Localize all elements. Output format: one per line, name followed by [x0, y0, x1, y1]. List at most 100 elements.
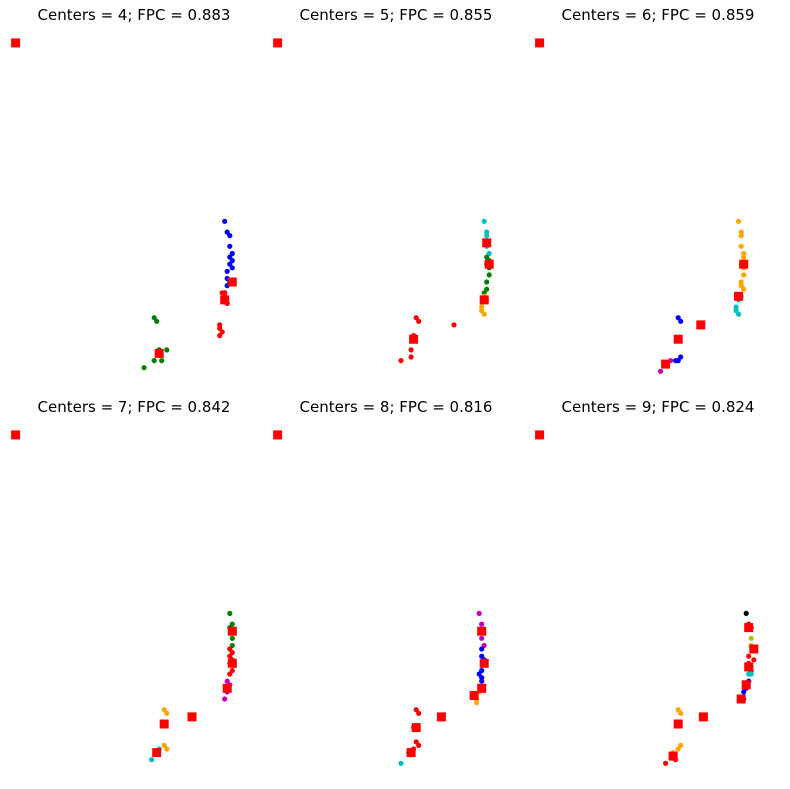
data-point: [476, 610, 482, 617]
data-point: [474, 700, 480, 706]
data-point: [678, 710, 684, 716]
data-point: [733, 304, 739, 310]
data-point: [227, 233, 233, 239]
cluster-center-marker: [479, 658, 489, 668]
data-point: [222, 696, 228, 702]
data-point: [149, 757, 155, 763]
data-point: [408, 354, 414, 360]
cluster-center-marker: [227, 277, 237, 287]
cluster-center-marker: [411, 723, 421, 733]
data-point: [222, 218, 228, 224]
data-point: [738, 279, 744, 285]
data-point: [675, 746, 681, 752]
data-point: [159, 358, 165, 364]
data-point: [164, 746, 170, 752]
cluster-center-marker: [273, 430, 283, 440]
data-point: [484, 233, 490, 239]
cluster-center-marker: [159, 719, 169, 729]
data-point: [227, 610, 233, 617]
scatter-panel-1: Centers = 4; FPC = 0.883: [11, 6, 237, 371]
data-point: [416, 318, 422, 324]
data-point: [161, 707, 167, 713]
cluster-center-marker: [739, 259, 749, 269]
panel-title: Centers = 7; FPC = 0.842: [38, 398, 231, 416]
data-point: [741, 254, 747, 260]
panel-title: Centers = 9; FPC = 0.824: [562, 398, 755, 416]
cluster-center-marker: [469, 691, 479, 700]
data-point: [217, 333, 223, 339]
data-point: [224, 678, 230, 684]
cluster-center-marker: [736, 694, 746, 704]
data-point: [398, 760, 404, 766]
data-point: [479, 675, 485, 681]
cluster-center-marker: [535, 430, 545, 440]
data-point: [229, 265, 235, 271]
scatter-panel-4: Centers = 7; FPC = 0.842: [11, 398, 237, 763]
data-point: [486, 272, 492, 278]
data-point: [479, 635, 485, 641]
data-point: [479, 678, 485, 684]
scatter-panel-5: Centers = 8; FPC = 0.816: [273, 398, 492, 766]
data-point: [741, 272, 747, 278]
cluster-center-marker: [436, 712, 446, 722]
data-point: [416, 710, 422, 716]
cluster-center-marker: [220, 295, 230, 305]
data-point: [479, 304, 485, 310]
data-point: [408, 347, 414, 353]
cluster-center-marker: [535, 38, 545, 48]
data-point: [484, 279, 490, 285]
cluster-center-marker: [744, 623, 754, 633]
data-point: [227, 671, 233, 677]
cluster-center-marker: [482, 238, 492, 248]
cluster-center-marker: [661, 359, 671, 369]
data-point: [673, 358, 679, 364]
cluster-center-marker: [11, 38, 21, 48]
data-point: [678, 318, 684, 324]
cluster-center-marker: [479, 295, 489, 305]
data-point: [481, 218, 487, 224]
data-point: [416, 742, 422, 749]
cluster-center-marker: [696, 320, 706, 330]
scatter-panel-3: Centers = 6; FPC = 0.859: [535, 6, 754, 374]
data-point: [224, 268, 230, 274]
data-point: [657, 368, 664, 374]
data-point: [738, 233, 744, 239]
cluster-center-marker: [406, 748, 416, 758]
cluster-center-marker: [668, 751, 678, 761]
panel-title: Centers = 4; FPC = 0.883: [38, 6, 231, 24]
cluster-center-marker: [749, 644, 759, 654]
data-point: [738, 243, 744, 249]
cluster-center-marker: [11, 430, 21, 440]
cluster-center-marker: [154, 348, 164, 358]
data-point: [141, 365, 147, 371]
data-point: [751, 657, 757, 663]
data-point: [663, 760, 669, 766]
cluster-center-marker: [673, 719, 683, 729]
scatter-panel-2: Centers = 5; FPC = 0.855: [273, 6, 494, 364]
data-point: [741, 250, 747, 257]
data-point: [164, 347, 170, 353]
data-point: [161, 742, 167, 749]
data-point: [481, 311, 487, 317]
panel-title: Centers = 5; FPC = 0.855: [300, 6, 493, 24]
cluster-center-marker: [227, 626, 237, 636]
scatter-panel-6: Centers = 9; FPC = 0.824: [535, 398, 759, 766]
cluster-center-marker: [477, 683, 487, 693]
data-point: [229, 635, 235, 641]
data-point: [736, 218, 742, 224]
data-point: [227, 243, 233, 249]
cluster-center-marker: [673, 334, 683, 344]
data-point: [164, 710, 170, 716]
cluster-center-marker: [409, 334, 419, 344]
cluster-center-marker: [227, 658, 237, 668]
cluster-center-marker: [741, 680, 751, 690]
data-point: [746, 653, 752, 659]
panel-title: Centers = 6; FPC = 0.859: [562, 6, 755, 24]
data-point: [154, 318, 160, 324]
cluster-center-marker: [187, 712, 197, 722]
data-point: [741, 286, 747, 292]
data-point: [479, 646, 485, 652]
data-point: [741, 689, 747, 695]
cluster-center-marker: [744, 662, 754, 672]
